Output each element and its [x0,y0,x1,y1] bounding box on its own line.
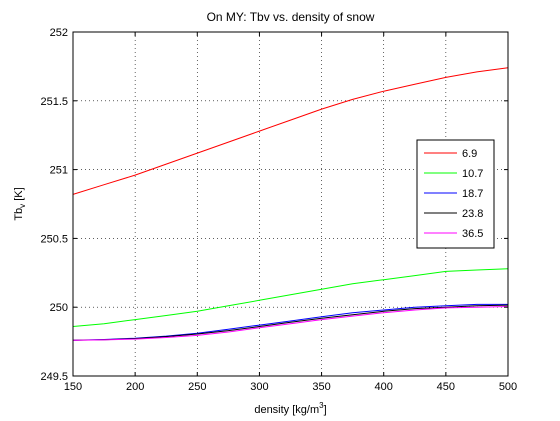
x-tick-label: 350 [312,381,330,393]
series-lines [72,67,509,341]
x-axis-label-superscript: 3 [319,401,324,410]
legend-label: 18.7 [462,188,483,200]
legend-box [416,139,495,249]
ticks [72,31,509,377]
x-tick-label: 150 [64,381,82,393]
legend-label: 23.8 [462,208,483,220]
x-tick-label: 250 [188,381,206,393]
x-tick-labels: 150 200 250 300 350 400 450 500 [64,381,517,393]
y-tick-label: 252 [50,27,68,39]
series-line [72,268,509,327]
legend-label: 6.9 [462,148,477,160]
chart-title: On MY: Tbv vs. density of snow [207,10,375,24]
y-tick-label: 251 [50,165,68,177]
y-axis-label-main: Tb [13,208,25,221]
y-tick-labels: 249.5 250 250.5 251 251.5 252 [40,27,68,383]
series-line [72,304,509,341]
x-tick-label: 500 [499,381,517,393]
x-tick-label: 400 [375,381,393,393]
series-line [72,306,509,341]
x-axis-label-end: ] [324,404,327,416]
series-line [72,67,509,195]
y-tick-label: 250 [50,302,68,314]
y-tick-label: 249.5 [40,371,68,383]
x-axis-label-main: density [kg/m [254,404,319,416]
y-tick-label: 250.5 [40,233,68,245]
y-tick-label: 251.5 [40,96,68,108]
plot-frame [72,31,509,377]
y-axis-label: Tbv [K] [13,187,27,220]
legend: 6.9 10.7 18.7 23.8 36.5 [416,139,495,249]
x-tick-label: 200 [126,381,144,393]
x-tick-label: 300 [250,381,268,393]
legend-label: 10.7 [462,168,483,180]
x-tick-label: 450 [437,381,455,393]
legend-label: 36.5 [462,228,483,240]
x-axis-label: density [kg/m3] [254,401,326,416]
y-axis-label-end: [K] [13,187,25,204]
y-axis-label-subscript: v [18,204,27,208]
